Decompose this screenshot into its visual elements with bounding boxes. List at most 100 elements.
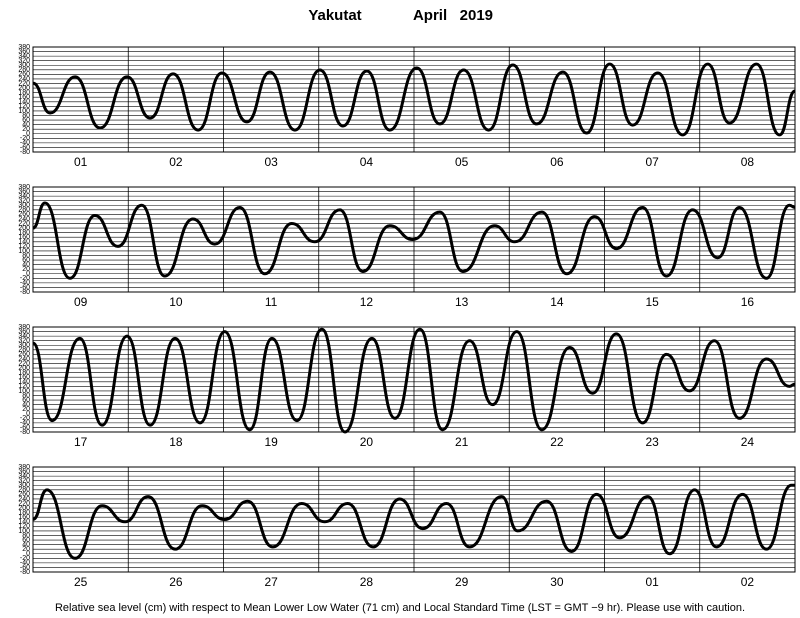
month-title: April 2019 — [413, 7, 493, 24]
y-tick-label: 160 — [18, 374, 30, 381]
y-tick-label: 20 — [22, 126, 30, 133]
y-tick-label: 80 — [22, 252, 30, 259]
tide-curve — [32, 483, 795, 560]
y-tick-label: 340 — [18, 333, 30, 340]
y-tick-label: 40 — [22, 121, 30, 128]
day-label: 11 — [265, 295, 278, 309]
day-label: 14 — [550, 295, 564, 309]
y-tick-label: -20 — [20, 135, 30, 142]
y-tick-label: 40 — [22, 401, 30, 408]
y-tick-label: -40 — [20, 140, 30, 147]
y-tick-label: 40 — [22, 261, 30, 268]
y-tick-label: 240 — [18, 496, 30, 503]
day-label: 05 — [455, 155, 469, 169]
day-label: 01 — [74, 155, 88, 169]
y-tick-label: 180 — [18, 229, 30, 236]
y-tick-label: -20 — [20, 275, 30, 282]
y-tick-label: -80 — [20, 429, 30, 436]
y-tick-label: 80 — [22, 392, 30, 399]
y-tick-label: 180 — [18, 89, 30, 96]
y-tick-label: 380 — [18, 184, 30, 191]
y-tick-label: 240 — [18, 216, 30, 223]
y-tick-label: 140 — [18, 99, 30, 106]
y-tick-label: 60 — [22, 117, 30, 124]
tide-curve — [31, 327, 796, 434]
plot-frame — [32, 186, 796, 293]
day-label: 07 — [645, 155, 659, 169]
day-label: 09 — [74, 295, 88, 309]
y-tick-label: 380 — [18, 44, 30, 51]
day-label: 08 — [741, 155, 755, 169]
y-tick-label: 360 — [18, 328, 30, 335]
y-tick-label: 380 — [18, 464, 30, 471]
y-tick-label: 320 — [18, 478, 30, 485]
y-tick-label: 160 — [18, 234, 30, 241]
y-tick-label: 340 — [18, 473, 30, 480]
day-label: 04 — [360, 155, 374, 169]
day-label: 24 — [741, 435, 755, 449]
tide-curve — [32, 62, 796, 137]
y-tick-label: 220 — [18, 360, 30, 367]
y-tick-label: 20 — [22, 266, 30, 273]
y-tick-label: 100 — [18, 388, 30, 395]
y-tick-label: 360 — [18, 188, 30, 195]
y-tick-label: 300 — [18, 482, 30, 489]
day-label: 16 — [741, 295, 755, 309]
y-tick-label: 240 — [18, 356, 30, 363]
y-tick-label: 120 — [18, 103, 30, 110]
y-tick-label: 140 — [18, 239, 30, 246]
day-label: 23 — [645, 435, 659, 449]
day-label: 02 — [169, 155, 183, 169]
y-tick-label: 0 — [26, 131, 30, 138]
day-label: 22 — [550, 435, 564, 449]
y-tick-label: 380 — [18, 324, 30, 331]
y-tick-label: 60 — [22, 257, 30, 264]
y-tick-label: 300 — [18, 62, 30, 69]
y-tick-label: 280 — [18, 487, 30, 494]
plot-frame — [32, 326, 796, 433]
y-tick-label: 160 — [18, 94, 30, 101]
y-tick-label: 40 — [22, 541, 30, 548]
y-tick-label: 0 — [26, 271, 30, 278]
y-tick-label: 320 — [18, 338, 30, 345]
y-tick-label: 200 — [18, 505, 30, 512]
y-tick-label: 280 — [18, 207, 30, 214]
y-tick-label: -80 — [20, 289, 30, 296]
y-tick-label: 120 — [18, 523, 30, 530]
y-tick-label: 0 — [26, 551, 30, 558]
y-tick-label: 360 — [18, 48, 30, 55]
y-tick-label: 200 — [18, 365, 30, 372]
y-tick-label: 260 — [18, 211, 30, 218]
y-tick-label: 120 — [18, 383, 30, 390]
y-tick-label: 220 — [18, 220, 30, 227]
day-label: 29 — [455, 575, 469, 589]
y-tick-label: 260 — [18, 491, 30, 498]
y-tick-label: 280 — [18, 347, 30, 354]
day-label: 27 — [264, 575, 278, 589]
y-tick-label: 320 — [18, 58, 30, 65]
y-tick-label: 200 — [18, 225, 30, 232]
y-tick-label: 20 — [22, 546, 30, 553]
y-tick-label: -20 — [20, 555, 30, 562]
y-tick-label: 80 — [22, 112, 30, 119]
y-tick-label: 100 — [18, 108, 30, 115]
y-tick-label: 280 — [18, 67, 30, 74]
day-label: 20 — [360, 435, 374, 449]
y-tick-label: 100 — [18, 528, 30, 535]
y-tick-label: -60 — [20, 564, 30, 571]
plot-frame — [32, 46, 796, 153]
y-tick-label: 0 — [26, 411, 30, 418]
y-tick-label: 180 — [18, 509, 30, 516]
y-tick-label: 260 — [18, 71, 30, 78]
y-tick-label: 340 — [18, 53, 30, 60]
station-title: Yakutat — [308, 7, 361, 24]
y-tick-label: 20 — [22, 406, 30, 413]
y-tick-label: -40 — [20, 560, 30, 567]
y-tick-label: 160 — [18, 514, 30, 521]
y-tick-label: 180 — [18, 369, 30, 376]
day-label: 12 — [360, 295, 374, 309]
day-label: 25 — [74, 575, 88, 589]
y-tick-label: -80 — [20, 149, 30, 156]
y-tick-label: -60 — [20, 284, 30, 291]
